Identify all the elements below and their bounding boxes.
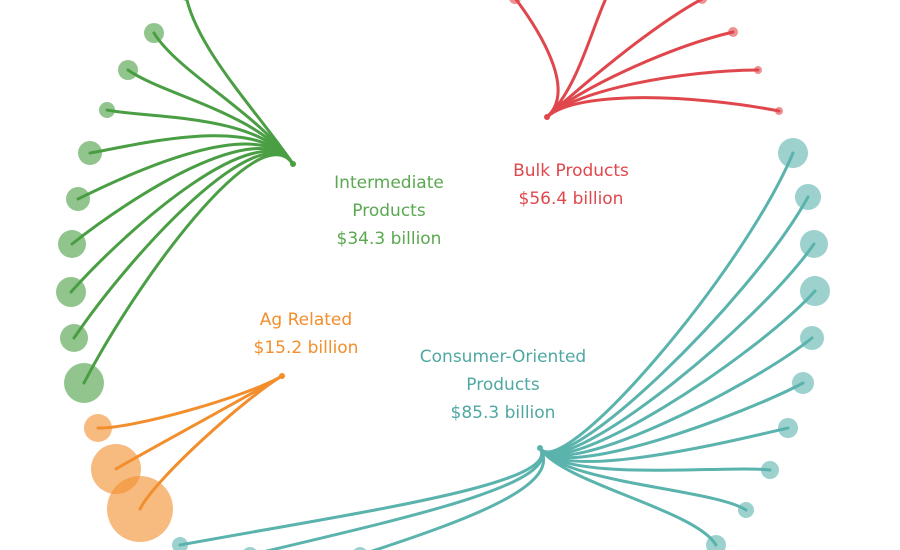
consumer-leaf-9[interactable] [738,502,754,518]
intermediate-leaf-7[interactable] [58,230,86,258]
intermediate-leaf-1[interactable] [181,0,191,1]
consumer-branch-4 [538,289,817,456]
intermediate-leaf-5[interactable] [78,141,102,165]
consumer-leaf-11[interactable] [352,547,368,550]
consumer-leaf-10[interactable] [706,535,726,550]
label-consumer: Consumer-Oriented Products $85.3 billion [420,343,586,427]
bulk-leaf-6[interactable] [775,107,783,115]
label-consumer-line2: Products [466,375,540,395]
intermediate-branch-10 [82,153,295,385]
intermediate-hub [290,161,296,167]
bulk-branch-1 [514,0,560,119]
consumer-leaf-6[interactable] [792,372,814,394]
label-consumer-value: $85.3 billion [450,403,556,423]
consumer-branch-12 [264,446,544,550]
intermediate-branch-7 [70,147,295,246]
consumer-branch-10 [538,446,718,547]
label-bulk-line1: Bulk Products [513,161,629,181]
ag-branch-1 [96,374,284,430]
label-ag-value: $15.2 billion [253,338,359,358]
label-bulk-value: $56.4 billion [518,189,624,209]
consumer-hub [537,445,543,451]
consumer-leaf-4[interactable] [800,276,830,306]
intermediate-leaf-8[interactable] [56,277,86,307]
label-intermediate: Intermediate Products $34.3 billion [334,169,444,253]
consumer-branch-3 [538,242,816,455]
label-ag: Ag Related $15.2 billion [254,306,359,362]
intermediate-leaf-10[interactable] [64,363,104,403]
label-intermediate-line2: Products [352,201,426,221]
consumer-branch-6 [538,381,805,459]
intermediate-leaf-2[interactable] [144,23,164,43]
consumer-leaf-12[interactable] [242,547,258,550]
consumer-branch-11 [370,446,546,550]
branch-group-ag [84,373,285,542]
ag-leaf-1[interactable] [84,414,112,442]
consumer-leaf-3[interactable] [800,230,828,258]
label-ag-line1: Ag Related [259,310,353,330]
consumer-leaf-7[interactable] [778,418,798,438]
intermediate-leaf-4[interactable] [99,102,115,118]
label-consumer-line1: Consumer-Oriented [419,347,587,367]
label-bulk: Bulk Products $56.4 billion [513,157,629,213]
label-intermediate-value: $34.3 billion [336,229,442,249]
label-intermediate-line1: Intermediate [334,173,444,193]
ag-leaf-3[interactable] [107,476,173,542]
consumer-leaf-5[interactable] [800,326,824,350]
bulk-leaf-3[interactable] [697,0,707,4]
consumer-leaf-2[interactable] [795,184,821,210]
branch-group-intermediate [56,0,296,403]
consumer-leaf-8[interactable] [761,461,779,479]
bulk-leaf-1[interactable] [509,0,521,4]
branch-group-bulk [509,0,783,120]
ag-hub [279,373,285,379]
bulk-leaf-5[interactable] [754,66,762,74]
intermediate-leaf-3[interactable] [118,60,138,80]
consumer-leaf-1[interactable] [778,138,808,168]
consumer-branch-5 [538,336,814,457]
consumer-leaf-13[interactable] [172,537,188,550]
intermediate-leaf-6[interactable] [66,187,90,211]
intermediate-leaf-9[interactable] [60,324,88,352]
consumer-branch-13 [178,446,544,547]
bulk-hub [544,114,550,120]
bulk-leaf-4[interactable] [728,27,738,37]
bulk-branch-2 [545,0,607,119]
branch-group-consumer [172,138,830,550]
consumer-branch-2 [538,195,810,454]
bulk-branch-6 [545,96,781,119]
